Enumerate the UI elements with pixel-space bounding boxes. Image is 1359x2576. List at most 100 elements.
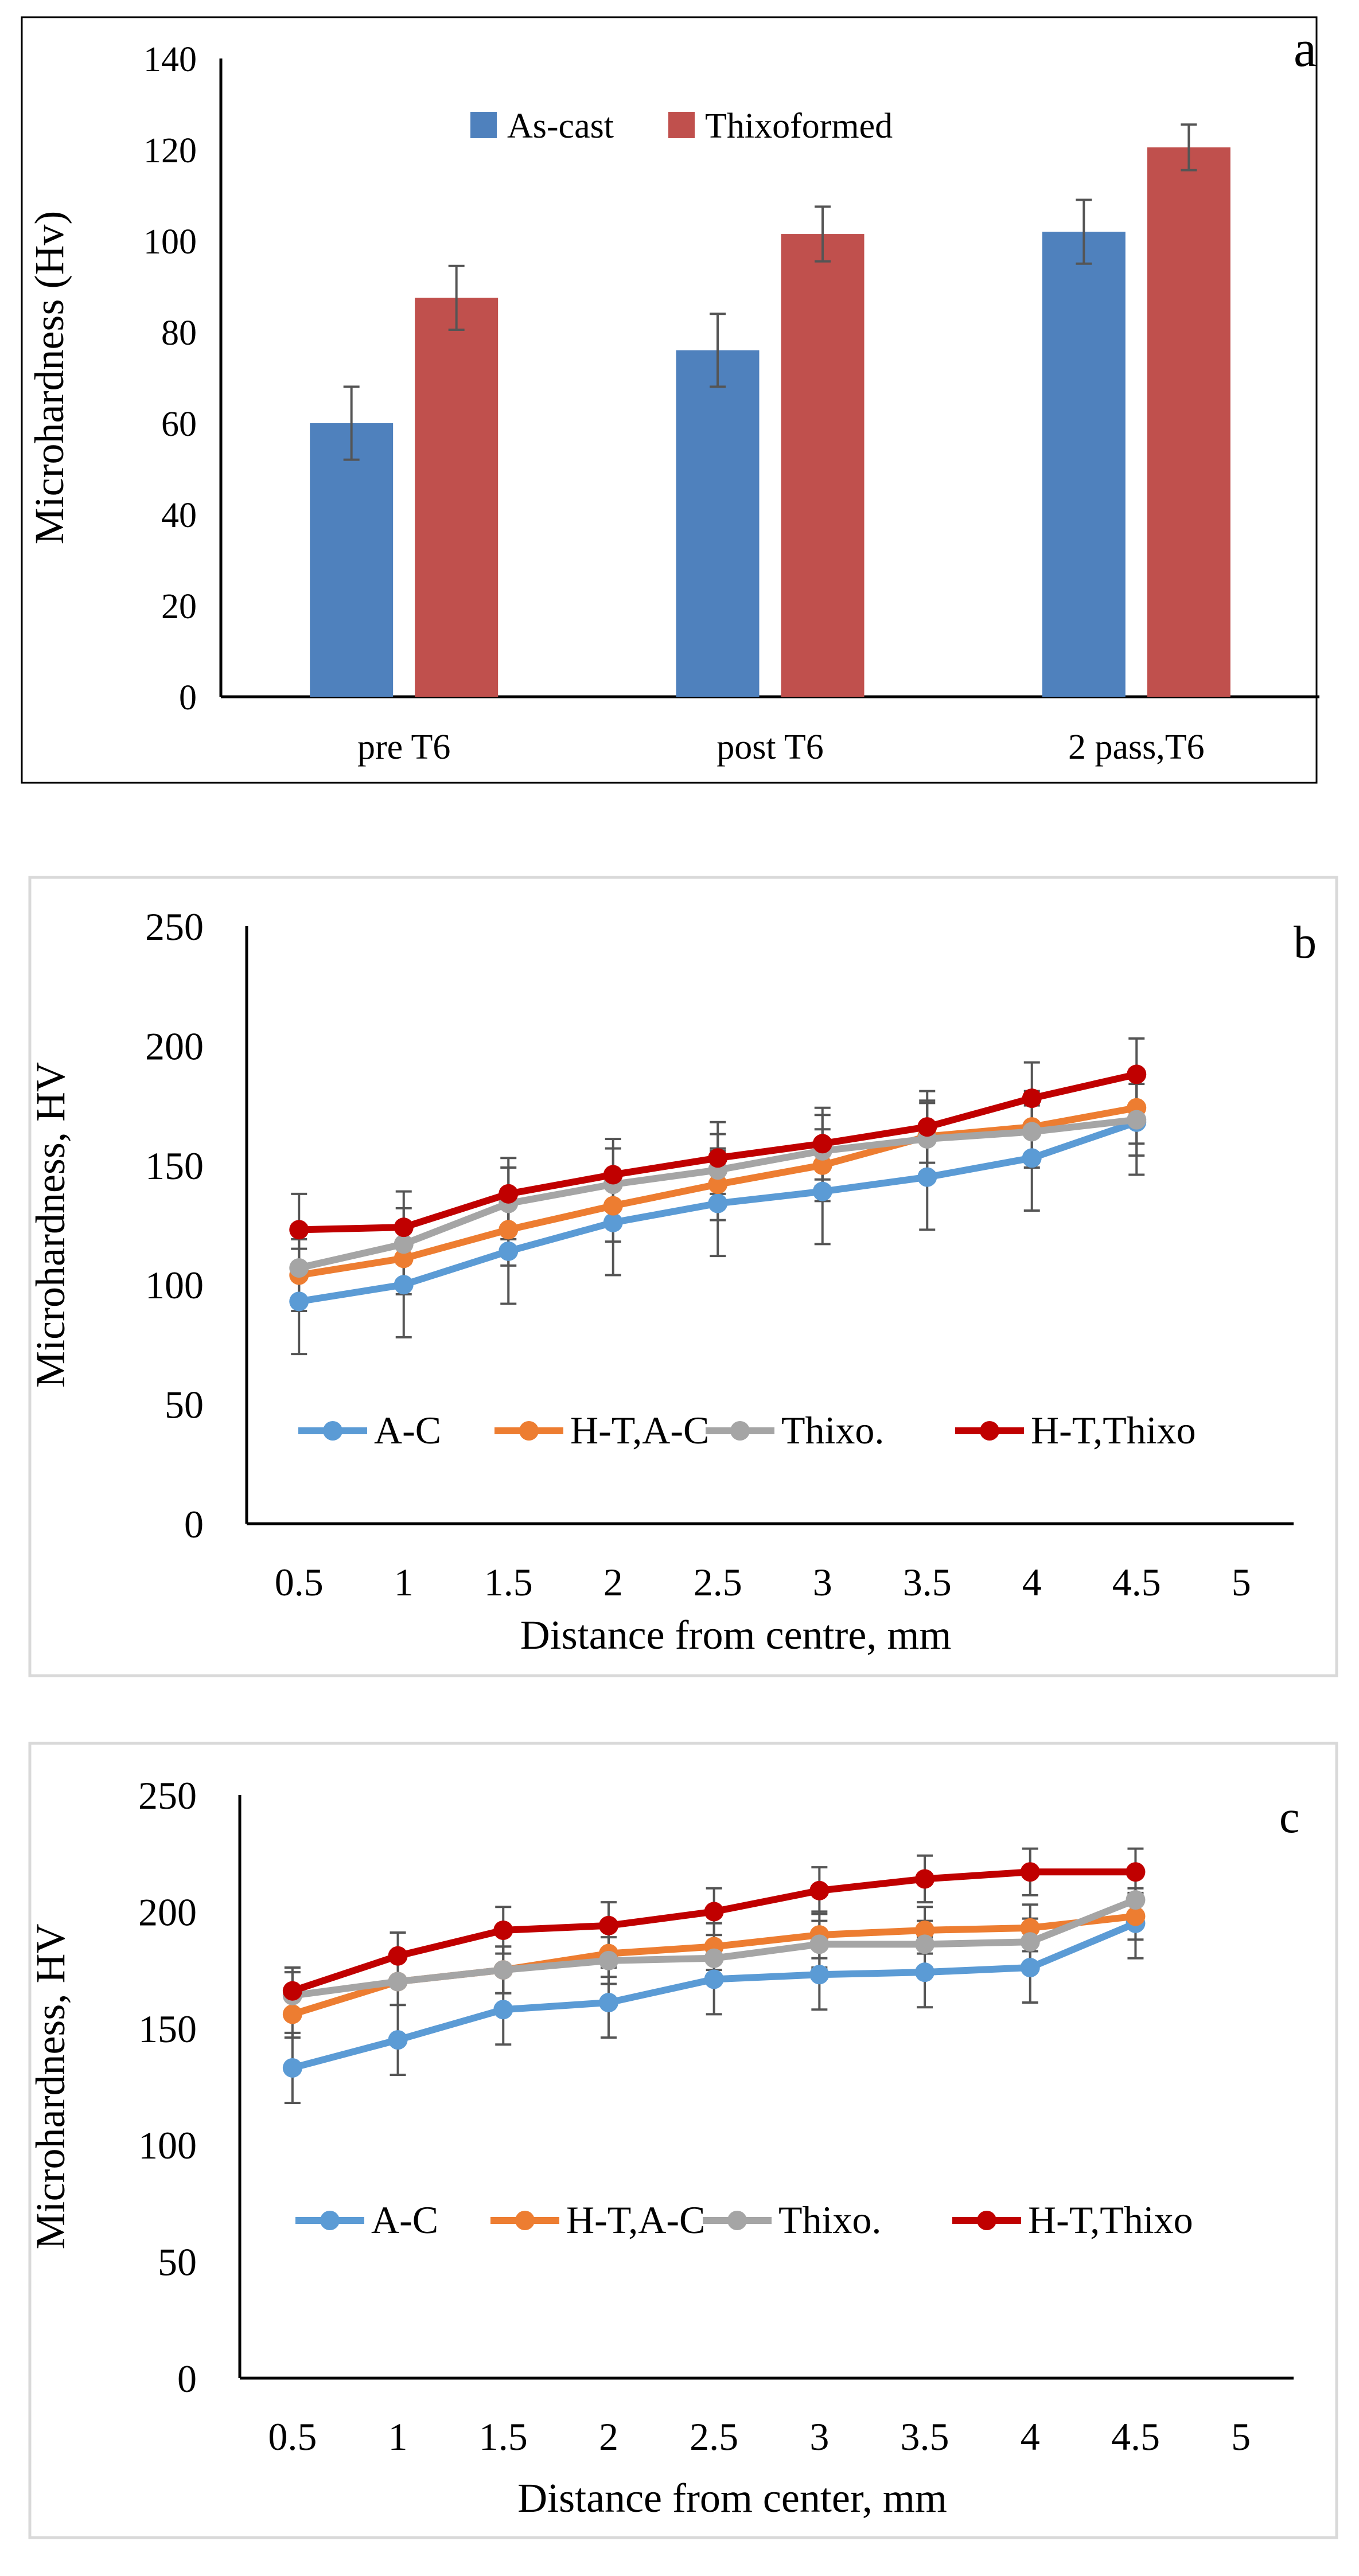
legend-label: H-T,A-C bbox=[566, 2198, 705, 2242]
data-point bbox=[1020, 1932, 1040, 1952]
data-point bbox=[282, 1981, 302, 2001]
legend-label: H-T,Thixo bbox=[1031, 1408, 1196, 1452]
x-tick-label: 2.5 bbox=[694, 1560, 742, 1604]
y-tick-label: 0 bbox=[177, 2357, 197, 2401]
data-point bbox=[812, 1155, 832, 1175]
y-tick-label: 140 bbox=[143, 40, 197, 79]
legend-marker bbox=[727, 2211, 747, 2230]
data-point bbox=[394, 1234, 414, 1254]
data-point bbox=[809, 1934, 830, 1954]
bar bbox=[1042, 232, 1126, 697]
data-point bbox=[603, 1165, 623, 1185]
bar bbox=[781, 234, 865, 697]
data-point bbox=[1127, 1064, 1147, 1084]
data-point bbox=[708, 1148, 728, 1168]
chart-border bbox=[28, 1742, 1338, 2539]
y-tick-label: 250 bbox=[138, 1774, 197, 1817]
data-point bbox=[289, 1220, 309, 1240]
x-tick-label: 2 bbox=[603, 1560, 623, 1604]
chart-border bbox=[28, 876, 1338, 1677]
legend-marker bbox=[980, 1421, 999, 1441]
data-point bbox=[704, 1948, 724, 1968]
data-point bbox=[812, 1181, 832, 1201]
data-point bbox=[388, 1946, 408, 1966]
x-tick-label: post T6 bbox=[717, 728, 824, 767]
x-tick-label: pre T6 bbox=[357, 728, 450, 767]
data-point bbox=[598, 1993, 618, 2013]
x-tick-label: 5 bbox=[1231, 2415, 1251, 2458]
data-point bbox=[704, 1902, 724, 1922]
chart-border bbox=[21, 16, 1318, 784]
x-tick-label: 2 pass,T6 bbox=[1068, 728, 1205, 767]
x-axis-title: Distance from center, mm bbox=[517, 2475, 947, 2521]
panel-label: c bbox=[1279, 1792, 1300, 1843]
x-tick-label: 3.5 bbox=[903, 1560, 952, 1604]
data-point bbox=[282, 2058, 302, 2078]
y-tick-label: 20 bbox=[161, 587, 197, 626]
y-tick-label: 100 bbox=[138, 2124, 197, 2167]
y-tick-label: 100 bbox=[143, 223, 197, 261]
legend-swatch bbox=[470, 112, 497, 138]
y-tick-label: 60 bbox=[161, 405, 197, 444]
x-tick-label: 0.5 bbox=[275, 1560, 324, 1604]
x-tick-label: 1.5 bbox=[479, 2415, 528, 2458]
data-point bbox=[499, 1241, 519, 1261]
data-point bbox=[1020, 1958, 1040, 1978]
y-tick-label: 50 bbox=[165, 1383, 204, 1427]
x-axis-title: Distance from centre, mm bbox=[520, 1612, 952, 1658]
data-point bbox=[1022, 1122, 1042, 1142]
y-tick-label: 0 bbox=[184, 1502, 204, 1546]
data-point bbox=[917, 1117, 937, 1137]
x-tick-label: 3.5 bbox=[901, 2415, 949, 2458]
y-axis-title: Microhardness, HV bbox=[28, 1062, 73, 1388]
data-point bbox=[499, 1220, 519, 1240]
legend-marker bbox=[977, 2211, 996, 2230]
data-point bbox=[915, 1934, 935, 1954]
legend-marker bbox=[323, 1421, 342, 1441]
y-tick-label: 0 bbox=[179, 678, 197, 717]
data-point bbox=[1126, 1906, 1146, 1926]
legend-label: A-C bbox=[371, 2198, 438, 2242]
x-tick-label: 1 bbox=[394, 1560, 414, 1604]
data-point bbox=[708, 1193, 728, 1213]
data-point bbox=[915, 1869, 935, 1889]
x-tick-label: 2.5 bbox=[690, 2415, 738, 2458]
x-tick-label: 0.5 bbox=[268, 2415, 317, 2458]
bar bbox=[1147, 147, 1231, 697]
y-tick-label: 150 bbox=[138, 2007, 197, 2051]
data-point bbox=[1127, 1110, 1147, 1130]
data-point bbox=[603, 1212, 623, 1232]
x-tick-label: 4 bbox=[1022, 1560, 1042, 1604]
data-point bbox=[289, 1291, 309, 1312]
data-point bbox=[915, 1920, 935, 1940]
data-point bbox=[812, 1134, 832, 1154]
y-tick-label: 100 bbox=[145, 1263, 204, 1307]
data-point bbox=[915, 1962, 935, 1982]
chart-b: 0 50 100 150 200 250 0.5 1 1.5 2 2.5 3 3.5 4 4.5 5 A-C H-… bbox=[28, 876, 1338, 1677]
data-point bbox=[499, 1184, 519, 1204]
x-tick-label: 1.5 bbox=[484, 1560, 533, 1604]
data-point bbox=[708, 1174, 728, 1195]
y-tick-label: 200 bbox=[145, 1024, 204, 1068]
x-tick-label: 3 bbox=[809, 2415, 829, 2458]
data-point bbox=[1020, 1918, 1040, 1938]
legend-label: As-cast bbox=[507, 107, 614, 146]
data-point bbox=[603, 1196, 623, 1216]
legend-marker bbox=[730, 1421, 750, 1441]
legend-marker bbox=[515, 2211, 535, 2230]
bar bbox=[310, 423, 394, 697]
legend-label: A-C bbox=[374, 1408, 441, 1452]
data-point bbox=[394, 1275, 414, 1295]
x-tick-label: 3 bbox=[813, 1560, 832, 1604]
data-point bbox=[282, 2004, 302, 2024]
y-axis-title: Microhardness (Hv) bbox=[26, 211, 72, 545]
panel-label: a bbox=[1294, 21, 1317, 77]
bar bbox=[415, 298, 499, 697]
y-tick-label: 250 bbox=[145, 905, 204, 949]
x-tick-label: 1 bbox=[388, 2415, 408, 2458]
data-point bbox=[917, 1167, 937, 1187]
data-point bbox=[1126, 1890, 1146, 1910]
data-point bbox=[598, 1950, 618, 1970]
x-tick-label: 4.5 bbox=[1112, 1560, 1161, 1604]
data-point bbox=[493, 1960, 513, 1980]
